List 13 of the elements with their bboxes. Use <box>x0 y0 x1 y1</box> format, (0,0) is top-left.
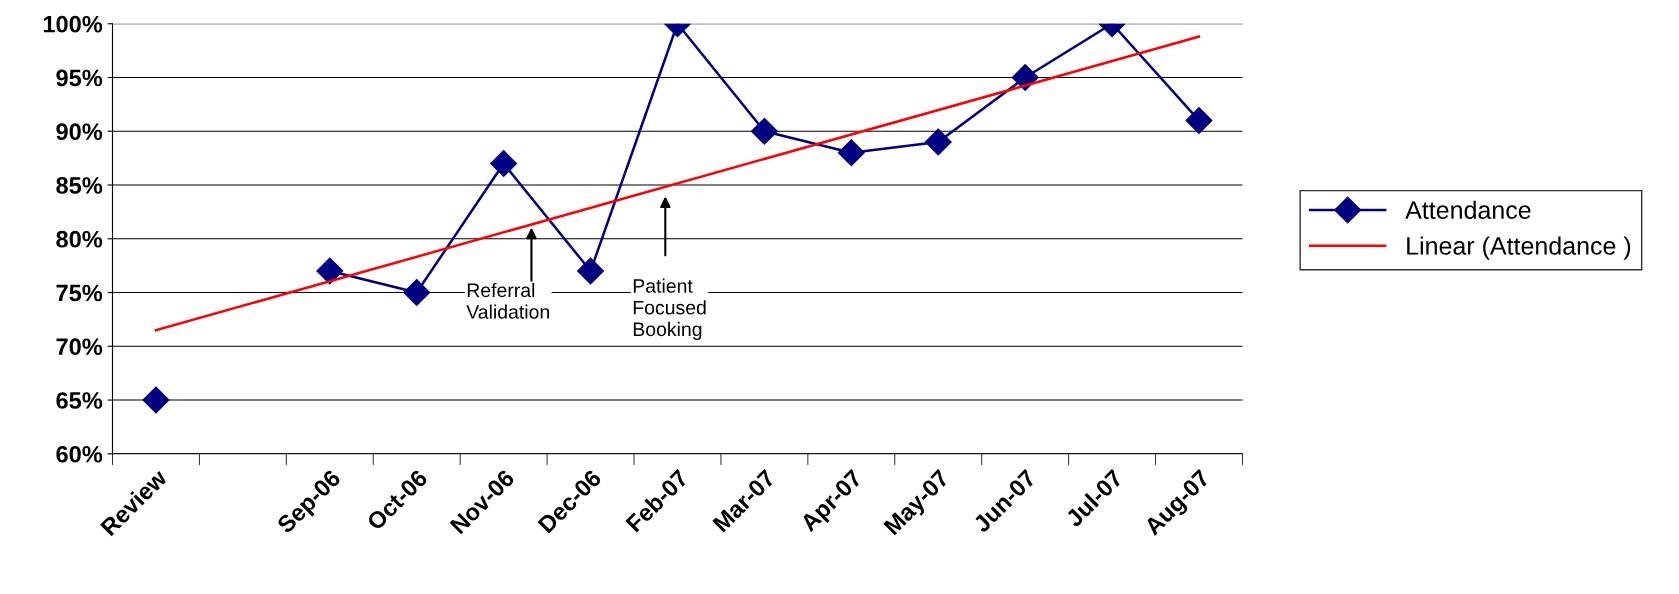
y-tick-label: 75% <box>56 284 103 302</box>
y-tick-label: 100% <box>43 15 103 33</box>
y-tick-label: 95% <box>56 69 103 87</box>
y-tick-label: 80% <box>56 230 103 248</box>
legend-label: Linear (Attendance ) <box>1407 236 1631 260</box>
y-tick-label: 85% <box>56 177 103 194</box>
y-tick-label: 90% <box>56 123 103 141</box>
legend-label: Attendance <box>1405 200 1531 219</box>
y-tick-label: 60% <box>56 445 103 463</box>
y-tick-label: 70% <box>56 338 103 356</box>
annotation: Patient Focused Booking <box>633 278 706 340</box>
y-tick-label: 65% <box>56 392 103 409</box>
annotation: Referral Validation <box>466 282 549 319</box>
